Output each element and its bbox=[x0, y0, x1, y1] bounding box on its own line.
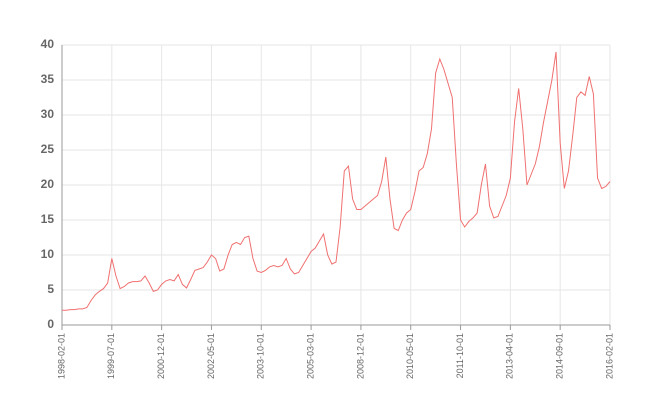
line bbox=[62, 51, 611, 311]
x-tick-label: 1999-07-01 bbox=[106, 333, 116, 379]
x-tick-label: 2003-10-01 bbox=[256, 333, 266, 379]
x-tick-label: 2000-12-01 bbox=[156, 333, 166, 379]
x-tick-label: 2011-10-01 bbox=[455, 333, 465, 378]
x-tick-label: 2002-05-01 bbox=[206, 333, 216, 379]
y-tick-label: 30 bbox=[41, 107, 55, 121]
x-tick-label: 2010-05-01 bbox=[405, 333, 415, 379]
y-tick-label: 20 bbox=[41, 177, 55, 191]
y-tick-label: 15 bbox=[41, 212, 55, 226]
y-tick-label: 0 bbox=[47, 317, 54, 331]
y-tick-label: 35 bbox=[41, 72, 55, 86]
y-tick-label: 10 bbox=[41, 247, 55, 261]
x-tick-label: 2014-09-01 bbox=[555, 333, 565, 379]
y-tick-label: 40 bbox=[41, 37, 55, 51]
x-tick-label: 2013-04-01 bbox=[505, 333, 515, 379]
x-tick-label: 1998-02-01 bbox=[56, 333, 66, 379]
y-tick-label: 25 bbox=[41, 142, 55, 156]
x-tick-label: 2008-12-01 bbox=[355, 333, 365, 379]
y-tick-label: 5 bbox=[47, 282, 54, 296]
x-tick-label: 2005-03-01 bbox=[305, 333, 315, 379]
x-tick-label: 2016-02-01 bbox=[604, 333, 614, 379]
